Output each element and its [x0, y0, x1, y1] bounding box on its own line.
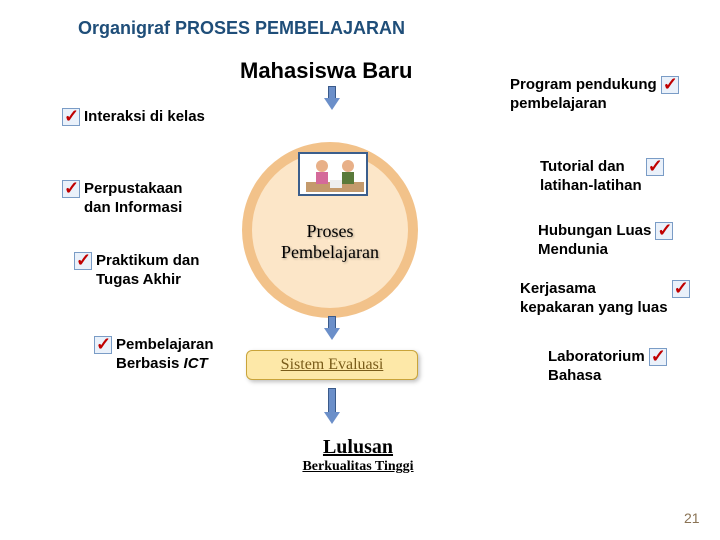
left-item-label: Interaksi di kelas	[84, 108, 205, 127]
left-item-label: PembelajaranBerbasis ICT	[116, 336, 214, 374]
left-item-label: Perpustakaandan Informasi	[84, 180, 182, 218]
right-item-label: Kerjasamakepakaran yang luas	[520, 280, 668, 318]
right-item-label: LaboratoriumBahasa	[548, 348, 645, 386]
left-item-2: Praktikum danTugas Akhir	[70, 252, 199, 290]
process-label: ProsesPembelajaran	[281, 221, 379, 263]
check-icon	[655, 222, 673, 240]
arrow-down-1	[324, 316, 340, 340]
left-item-0: Interaksi di kelas	[58, 108, 205, 127]
left-item-3: PembelajaranBerbasis ICT	[90, 336, 214, 374]
check-icon	[672, 280, 690, 298]
check-icon	[649, 348, 667, 366]
top-heading: Mahasiswa Baru	[240, 58, 412, 84]
check-icon	[62, 108, 80, 126]
check-icon	[661, 76, 679, 94]
arrow-down-0	[324, 86, 340, 110]
check-icon	[646, 158, 664, 176]
evaluation-box: Sistem Evaluasi	[246, 350, 418, 380]
right-item-label: Tutorial danlatihan-latihan	[540, 158, 642, 196]
students-illustration	[298, 152, 368, 196]
graduate-subtitle: Berkualitas Tinggi	[258, 459, 458, 475]
right-item-2: Hubungan LuasMendunia	[538, 222, 677, 260]
page-number: 21	[684, 510, 700, 526]
right-item-label: Program pendukungpembelajaran	[510, 76, 657, 114]
right-item-4: LaboratoriumBahasa	[548, 348, 671, 386]
left-item-label: Praktikum danTugas Akhir	[96, 252, 199, 290]
graduate-label: Lulusan Berkualitas Tinggi	[258, 436, 458, 475]
check-icon	[74, 252, 92, 270]
graduate-title: Lulusan	[258, 436, 458, 459]
check-icon	[94, 336, 112, 354]
right-item-3: Kerjasamakepakaran yang luas	[520, 280, 694, 318]
arrow-down-2	[324, 388, 340, 424]
left-item-1: Perpustakaandan Informasi	[58, 180, 182, 218]
right-item-1: Tutorial danlatihan-latihan	[540, 158, 668, 196]
page-title: Organigraf PROSES PEMBELAJARAN	[78, 18, 405, 39]
check-icon	[62, 180, 80, 198]
right-item-label: Hubungan LuasMendunia	[538, 222, 651, 260]
right-item-0: Program pendukungpembelajaran	[510, 76, 683, 114]
